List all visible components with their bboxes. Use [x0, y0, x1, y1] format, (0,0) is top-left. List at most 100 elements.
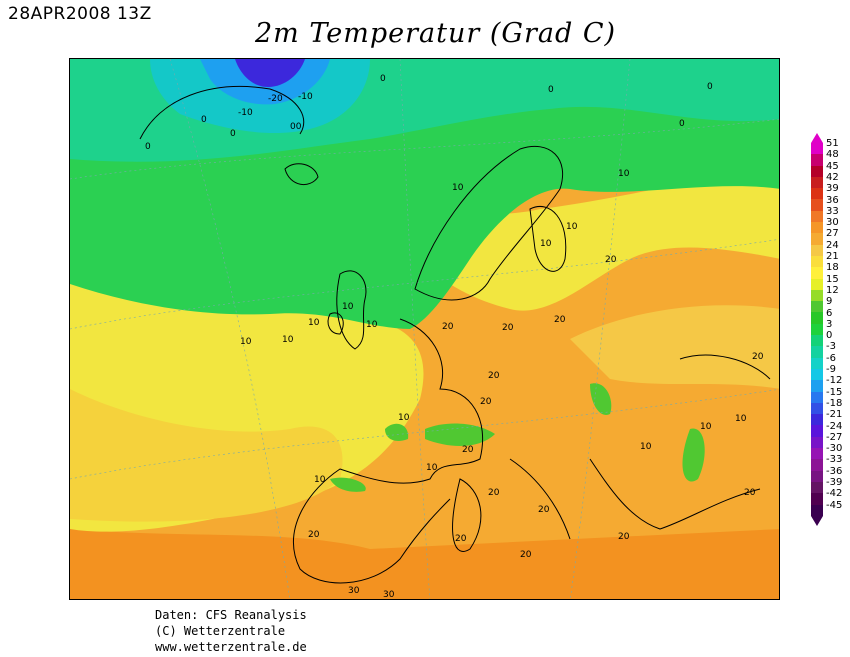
credits: Daten: CFS Reanalysis (C) Wetterzentrale…	[155, 607, 307, 655]
legend-label: 6	[826, 307, 833, 319]
graticule	[70, 59, 779, 599]
legend-label: 39	[826, 183, 839, 195]
hot-band	[70, 529, 779, 599]
legend-swatch	[811, 222, 823, 234]
legend-swatch	[811, 278, 823, 290]
massif-patch	[385, 423, 409, 441]
contour-label: 20	[605, 255, 617, 265]
contour-label: 0	[380, 74, 386, 84]
credit-copyright: (C) Wetterzentrale	[155, 624, 286, 638]
contour-label: 0	[548, 85, 554, 95]
contour-label: 30	[383, 590, 395, 600]
legend-swatch	[811, 188, 823, 200]
legend-swatch	[811, 154, 823, 166]
legend-label: -12	[826, 375, 843, 387]
contour-label: 10	[366, 320, 378, 330]
coastlines	[139, 85, 771, 584]
east-yellow-patch	[570, 305, 779, 389]
legend-swatch	[811, 504, 823, 516]
contour-label: 20	[520, 550, 532, 560]
contour-label: 20	[308, 530, 320, 540]
legend-swatch	[811, 335, 823, 347]
legend-label: -27	[826, 431, 843, 443]
legend-swatch	[811, 233, 823, 245]
legend-swatch	[811, 143, 823, 155]
contour-label: 20	[480, 397, 492, 407]
legend-label: 24	[826, 239, 839, 251]
contour-label: 20	[488, 371, 500, 381]
datestamp: 28APR2008 13Z	[8, 4, 152, 24]
legend-label: -24	[826, 420, 843, 432]
map-canvas: -20 -10 -10 0 0 0 0 0 0 0 00 10 10 10 10…	[70, 59, 779, 600]
contour-label: -10	[238, 108, 253, 118]
contour-label: 10	[282, 335, 294, 345]
legend-swatch	[811, 402, 823, 415]
legend-label: -42	[826, 488, 843, 500]
legend-label: -21	[826, 409, 843, 421]
legend-label: -3	[826, 341, 836, 353]
contour-label: 00	[290, 122, 302, 132]
legend-label: 36	[826, 194, 839, 206]
legend-label: 9	[826, 296, 833, 308]
contour-label: 20	[488, 488, 500, 498]
contour-label: 30	[348, 586, 360, 596]
legend-swatch	[811, 470, 823, 482]
legend-label: -36	[826, 465, 843, 477]
legend-label: 21	[826, 251, 839, 262]
legend-swatch	[811, 425, 823, 437]
contour-label: 10	[308, 318, 320, 328]
contour-label: 10	[618, 169, 630, 179]
legend-label: 51	[826, 138, 839, 149]
contour-label: 0	[201, 115, 207, 125]
pyrenees-patch	[330, 477, 366, 492]
temperature-map: -20 -10 -10 0 0 0 0 0 0 0 00 10 10 10 10…	[69, 58, 780, 600]
contour-label: 20	[462, 445, 474, 455]
legend-label: -30	[826, 443, 843, 455]
legend-label: 18	[826, 262, 839, 274]
legend-label: -39	[826, 477, 843, 488]
contour-label: 20	[502, 323, 514, 333]
legend-swatch	[811, 176, 823, 189]
contour-label: 20	[744, 488, 756, 498]
legend-swatch	[811, 459, 823, 471]
contour-label: 20	[442, 322, 454, 332]
contour-label: 10	[700, 422, 712, 432]
legend-swatch	[811, 481, 823, 494]
contour-label: 10	[398, 413, 410, 423]
contour-label: 10	[735, 414, 747, 424]
legend-label: -9	[826, 364, 836, 375]
contour-label: -20	[268, 94, 283, 104]
caucasus-patch	[682, 428, 705, 482]
legend-label: -33	[826, 454, 843, 466]
legend-label: 15	[826, 273, 839, 285]
credit-source: Daten: CFS Reanalysis	[155, 608, 307, 622]
contour-label: 20	[752, 352, 764, 362]
legend-swatch	[811, 267, 823, 279]
legend-swatch	[811, 436, 823, 449]
contour-label: 10	[426, 463, 438, 473]
legend-label: 30	[826, 217, 839, 229]
credit-website[interactable]: www.wetterzentrale.de	[155, 640, 307, 654]
contour-label: 0	[679, 119, 685, 129]
contour-label: 10	[566, 222, 578, 232]
legend-label: -18	[826, 397, 843, 409]
legend-swatch	[811, 199, 823, 211]
contour-label: -10	[298, 92, 313, 102]
legend-label: 0	[826, 330, 833, 342]
contour-label: 20	[538, 505, 550, 515]
legend-swatch	[811, 346, 823, 358]
legend-swatch	[811, 380, 823, 392]
color-scale-legend: 51 48 45 42 39 36 33 30 27 24 21 18 15 12 9 6 3 0 -3 -6 -9 -1…	[810, 133, 846, 528]
contour-label: 20	[618, 532, 630, 542]
legend-label: 33	[826, 205, 839, 217]
contour-label: 0	[230, 129, 236, 139]
legend-swatch	[811, 289, 823, 302]
legend-label: -6	[826, 352, 836, 364]
legend-label: 27	[826, 228, 839, 240]
contour-label: 10	[540, 239, 552, 249]
legend-swatch	[811, 165, 823, 177]
legend-label: 12	[826, 284, 839, 296]
legend-swatch	[811, 244, 823, 256]
legend-swatch	[811, 448, 823, 460]
legend-swatch	[811, 301, 823, 313]
